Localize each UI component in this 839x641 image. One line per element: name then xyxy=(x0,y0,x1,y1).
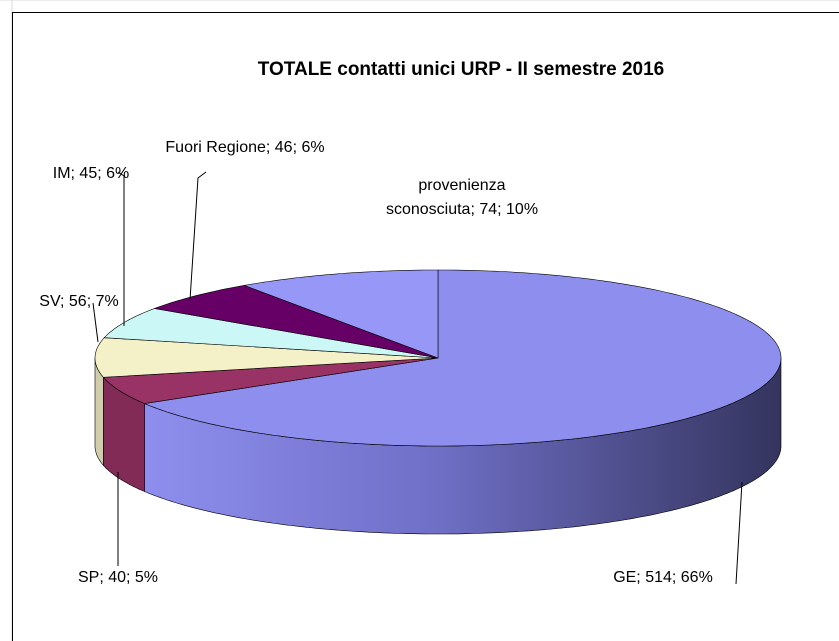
data-label: GE; 514; 66% xyxy=(613,569,713,586)
slice: GE xyxy=(143,269,782,447)
data-label: IM; 45; 6% xyxy=(52,165,130,182)
slice: provenienza sconosciuta xyxy=(243,269,439,359)
leader-lines xyxy=(92,171,743,585)
data-label: Fuori Regione; 46; 6% xyxy=(165,139,325,156)
slice: SP xyxy=(102,357,439,404)
data-label: provenienza sconosciuta; 74; 10% xyxy=(385,177,539,218)
chart-title: TOTALE contatti unici URP - II semestre … xyxy=(258,59,665,80)
leader-line xyxy=(735,481,743,585)
leader-line xyxy=(189,171,207,301)
data-label: SV; 56; 7% xyxy=(39,293,119,310)
slice: Fuori Regione xyxy=(153,285,439,359)
data-label: SP; 40; 5% xyxy=(77,569,159,586)
slice: SV xyxy=(94,337,439,378)
leader-line xyxy=(92,302,99,343)
pie: GESPSVIMFuori Regioneprovenienza sconosc… xyxy=(94,269,782,535)
leader-line xyxy=(117,171,125,326)
